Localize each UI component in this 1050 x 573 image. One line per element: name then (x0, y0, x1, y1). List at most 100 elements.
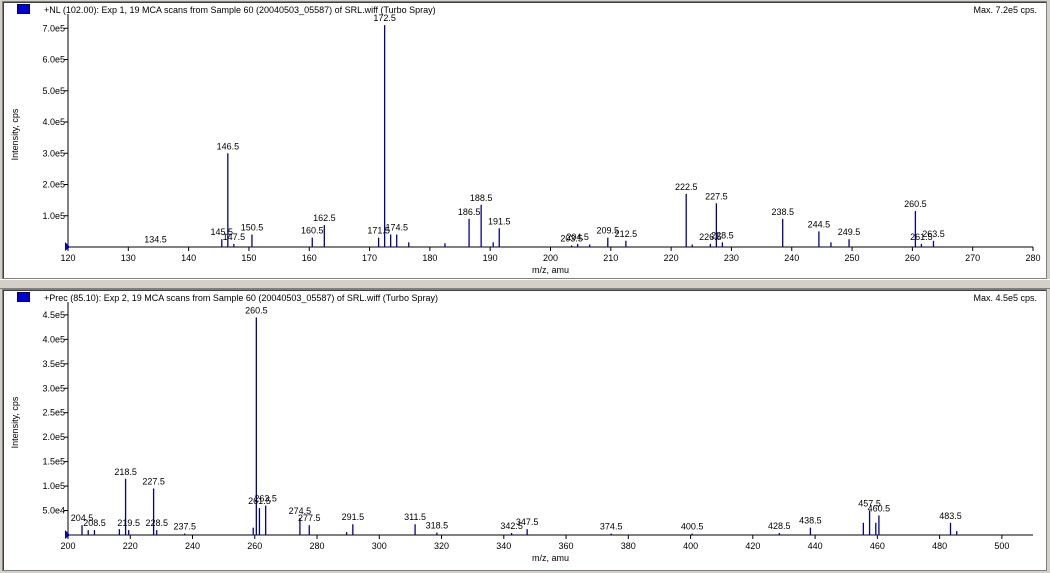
y-tick-label: 7.0e5 (42, 23, 65, 33)
x-tick-label: 480 (932, 541, 947, 551)
y-tick-label: 2.0e5 (42, 432, 65, 442)
peak-label: 188.5 (470, 193, 493, 203)
x-tick-label: 160 (302, 253, 317, 263)
peak-label: 227.5 (142, 477, 165, 487)
peak-label: 174.5 (385, 223, 408, 233)
x-tick-label: 280 (1025, 253, 1040, 263)
peak-label: 438.5 (799, 516, 822, 526)
x-tick-label: 340 (496, 541, 511, 551)
peak-label: 460.5 (868, 503, 891, 513)
baseline-marker-icon (65, 530, 70, 539)
peak-label: 274.5 (289, 506, 312, 516)
x-tick-label: 420 (745, 541, 760, 551)
y-tick-label: 4.0e5 (42, 334, 65, 344)
x-tick-label: 240 (185, 541, 200, 551)
x-tick-label: 360 (559, 541, 574, 551)
x-tick-label: 400 (683, 541, 698, 551)
peak-label: 219.5 (117, 518, 140, 528)
peak-label: 428.5 (768, 521, 791, 531)
x-tick-label: 250 (845, 253, 860, 263)
peak-label: 342.5 (500, 521, 523, 531)
peak-label: 228.5 (145, 518, 168, 528)
x-tick-label: 130 (121, 253, 136, 263)
peak-label: 145.5 (211, 227, 234, 237)
peak-label: 204.5 (566, 232, 589, 242)
peak-label: 260.5 (904, 199, 927, 209)
peak-label: 263.5 (922, 229, 945, 239)
y-tick-label: 2.0e5 (42, 180, 65, 190)
peak-label: 277.5 (298, 513, 321, 523)
peak-label: 261.5 (910, 232, 933, 242)
peak-label: 171.5 (367, 226, 390, 236)
peak-label: 347.5 (516, 517, 539, 527)
peak-label: 318.5 (426, 521, 449, 531)
peak-label: 291.5 (342, 512, 365, 522)
x-tick-label: 260 (247, 541, 262, 551)
series-marker-icon[interactable] (17, 4, 30, 14)
peak-label: 134.5 (144, 235, 167, 245)
panel-1-title: +NL (102.00): Exp 1, 19 MCA scans from S… (44, 5, 436, 15)
y-tick-label: 4.0e5 (42, 117, 65, 127)
x-tick-label: 230 (724, 253, 739, 263)
y-axis-label: Intensity, cps (10, 396, 20, 448)
peak-label: 146.5 (217, 141, 240, 151)
peak-label: 208.5 (83, 518, 106, 528)
peak-label: 457.5 (858, 499, 881, 509)
y-tick-label: 2.5e5 (42, 408, 65, 418)
x-tick-label: 200 (60, 541, 75, 551)
spectrum-chart-1[interactable]: 120 130 140 150 160 170 180 190 200 210 220 230 240 2… (3, 2, 1046, 278)
pane-splitter[interactable] (0, 279, 1050, 289)
peak-label: 483.5 (939, 511, 962, 521)
peak-label: 162.5 (313, 213, 336, 223)
x-axis-label: m/z, amu (532, 553, 569, 563)
panel-2-title: +Prec (85.10): Exp 2, 19 MCA scans from … (44, 293, 438, 303)
x-tick-label: 460 (870, 541, 885, 551)
peak-label: 237.5 (173, 522, 196, 532)
x-tick-label: 180 (422, 253, 437, 263)
peak-label: 186.5 (458, 207, 481, 217)
peak-label: 260.5 (245, 305, 268, 315)
peak-label: 261.5 (248, 496, 271, 506)
peak-label: 374.5 (600, 522, 623, 532)
y-tick-label: 1.0e5 (42, 481, 65, 491)
x-tick-label: 140 (181, 253, 196, 263)
peak-label: 228.5 (711, 230, 734, 240)
peak-label: 222.5 (675, 182, 698, 192)
baseline-marker-icon (65, 242, 70, 251)
x-tick-label: 440 (808, 541, 823, 551)
x-tick-label: 120 (60, 253, 75, 263)
panel-1-max-label: Max. 7.2e5 cps. (973, 5, 1037, 15)
peak-label: 172.5 (373, 13, 396, 23)
x-tick-label: 220 (664, 253, 679, 263)
peak-label: 191.5 (488, 216, 511, 226)
x-axis-label: m/z, amu (532, 265, 569, 275)
peak-label: 227.5 (705, 191, 728, 201)
peak-label: 150.5 (241, 223, 264, 233)
x-tick-label: 270 (965, 253, 980, 263)
peak-label: 212.5 (615, 229, 638, 239)
y-axis-label: Intensity, cps (10, 108, 20, 160)
peak-label: 249.5 (838, 227, 861, 237)
peak-label: 204.5 (71, 513, 94, 523)
y-tick-label: 3.0e5 (42, 383, 65, 393)
spectrum-panel-2: +Prec (85.10): Exp 2, 19 MCA scans from … (2, 289, 1047, 571)
series-marker-icon[interactable] (17, 292, 30, 302)
y-tick-label: 5.0e4 (42, 506, 65, 516)
x-tick-label: 500 (994, 541, 1009, 551)
spectrum-panel-1: +NL (102.00): Exp 1, 19 MCA scans from S… (2, 1, 1047, 279)
x-tick-label: 240 (784, 253, 799, 263)
y-tick-label: 1.0e5 (42, 211, 65, 221)
x-tick-label: 170 (362, 253, 377, 263)
peak-label: 226.5 (699, 232, 722, 242)
x-tick-label: 380 (621, 541, 636, 551)
y-tick-label: 3.5e5 (42, 359, 65, 369)
peak-label: 209.5 (597, 226, 620, 236)
y-tick-label: 3.0e5 (42, 148, 65, 158)
x-tick-label: 300 (372, 541, 387, 551)
panel-1-header: +NL (102.00): Exp 1, 19 MCA scans from S… (3, 2, 1046, 18)
peak-label: 244.5 (808, 219, 831, 229)
spectrum-chart-2[interactable]: 200 220 240 260 280 300 320 340 360 380 400 420 440 4… (3, 290, 1046, 570)
peak-label: 238.5 (771, 207, 794, 217)
y-tick-label: 1.5e5 (42, 457, 65, 467)
x-tick-label: 220 (123, 541, 138, 551)
